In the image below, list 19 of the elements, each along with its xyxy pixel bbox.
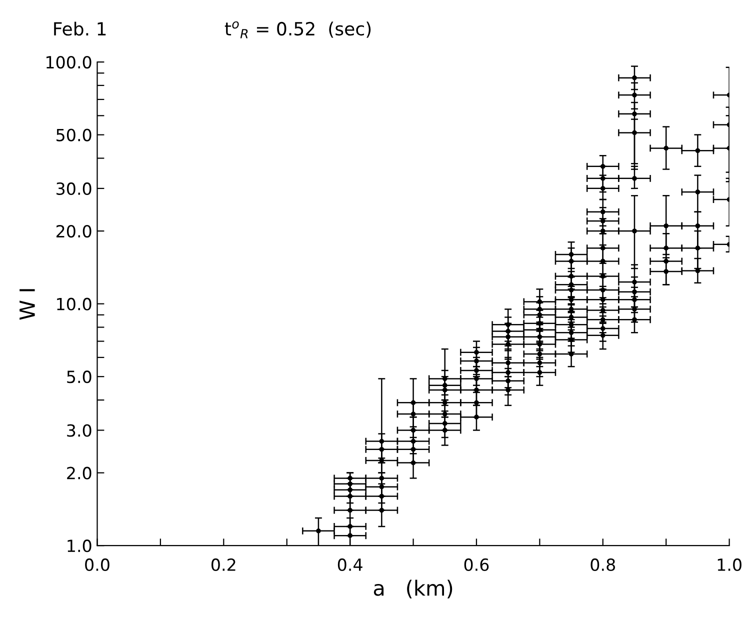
x-tick-label: 0.4	[338, 558, 362, 571]
x-tick-label: 0.6	[464, 558, 489, 571]
y-tick-label: 3.0	[67, 424, 92, 437]
chart-title: Feb. 1	[54, 22, 106, 36]
x-tick-label: 0.8	[590, 558, 615, 571]
y-tick-label: 100.0	[46, 56, 92, 69]
x-tick-label: 0.2	[212, 558, 236, 571]
y-tick-label: 2.0	[67, 466, 92, 480]
y-tick-label: 1.0	[68, 540, 92, 552]
y-axis-title: W I	[20, 289, 35, 320]
y-tick-label: 50.0	[56, 128, 92, 142]
y-tick-label: 5.0	[67, 370, 92, 384]
y-tick-label: 10.0	[57, 298, 92, 310]
x-axis-title: a (km)	[374, 580, 452, 598]
x-tick-label: 1.0	[718, 558, 742, 571]
x-tick-label: 0.0	[85, 558, 110, 571]
y-tick-label: 20.0	[56, 224, 92, 238]
y-tick-label: 30.0	[56, 182, 92, 195]
chart-subtitle: t$^{o}$$_{R}$ = 0.52 (sec)	[224, 21, 371, 38]
